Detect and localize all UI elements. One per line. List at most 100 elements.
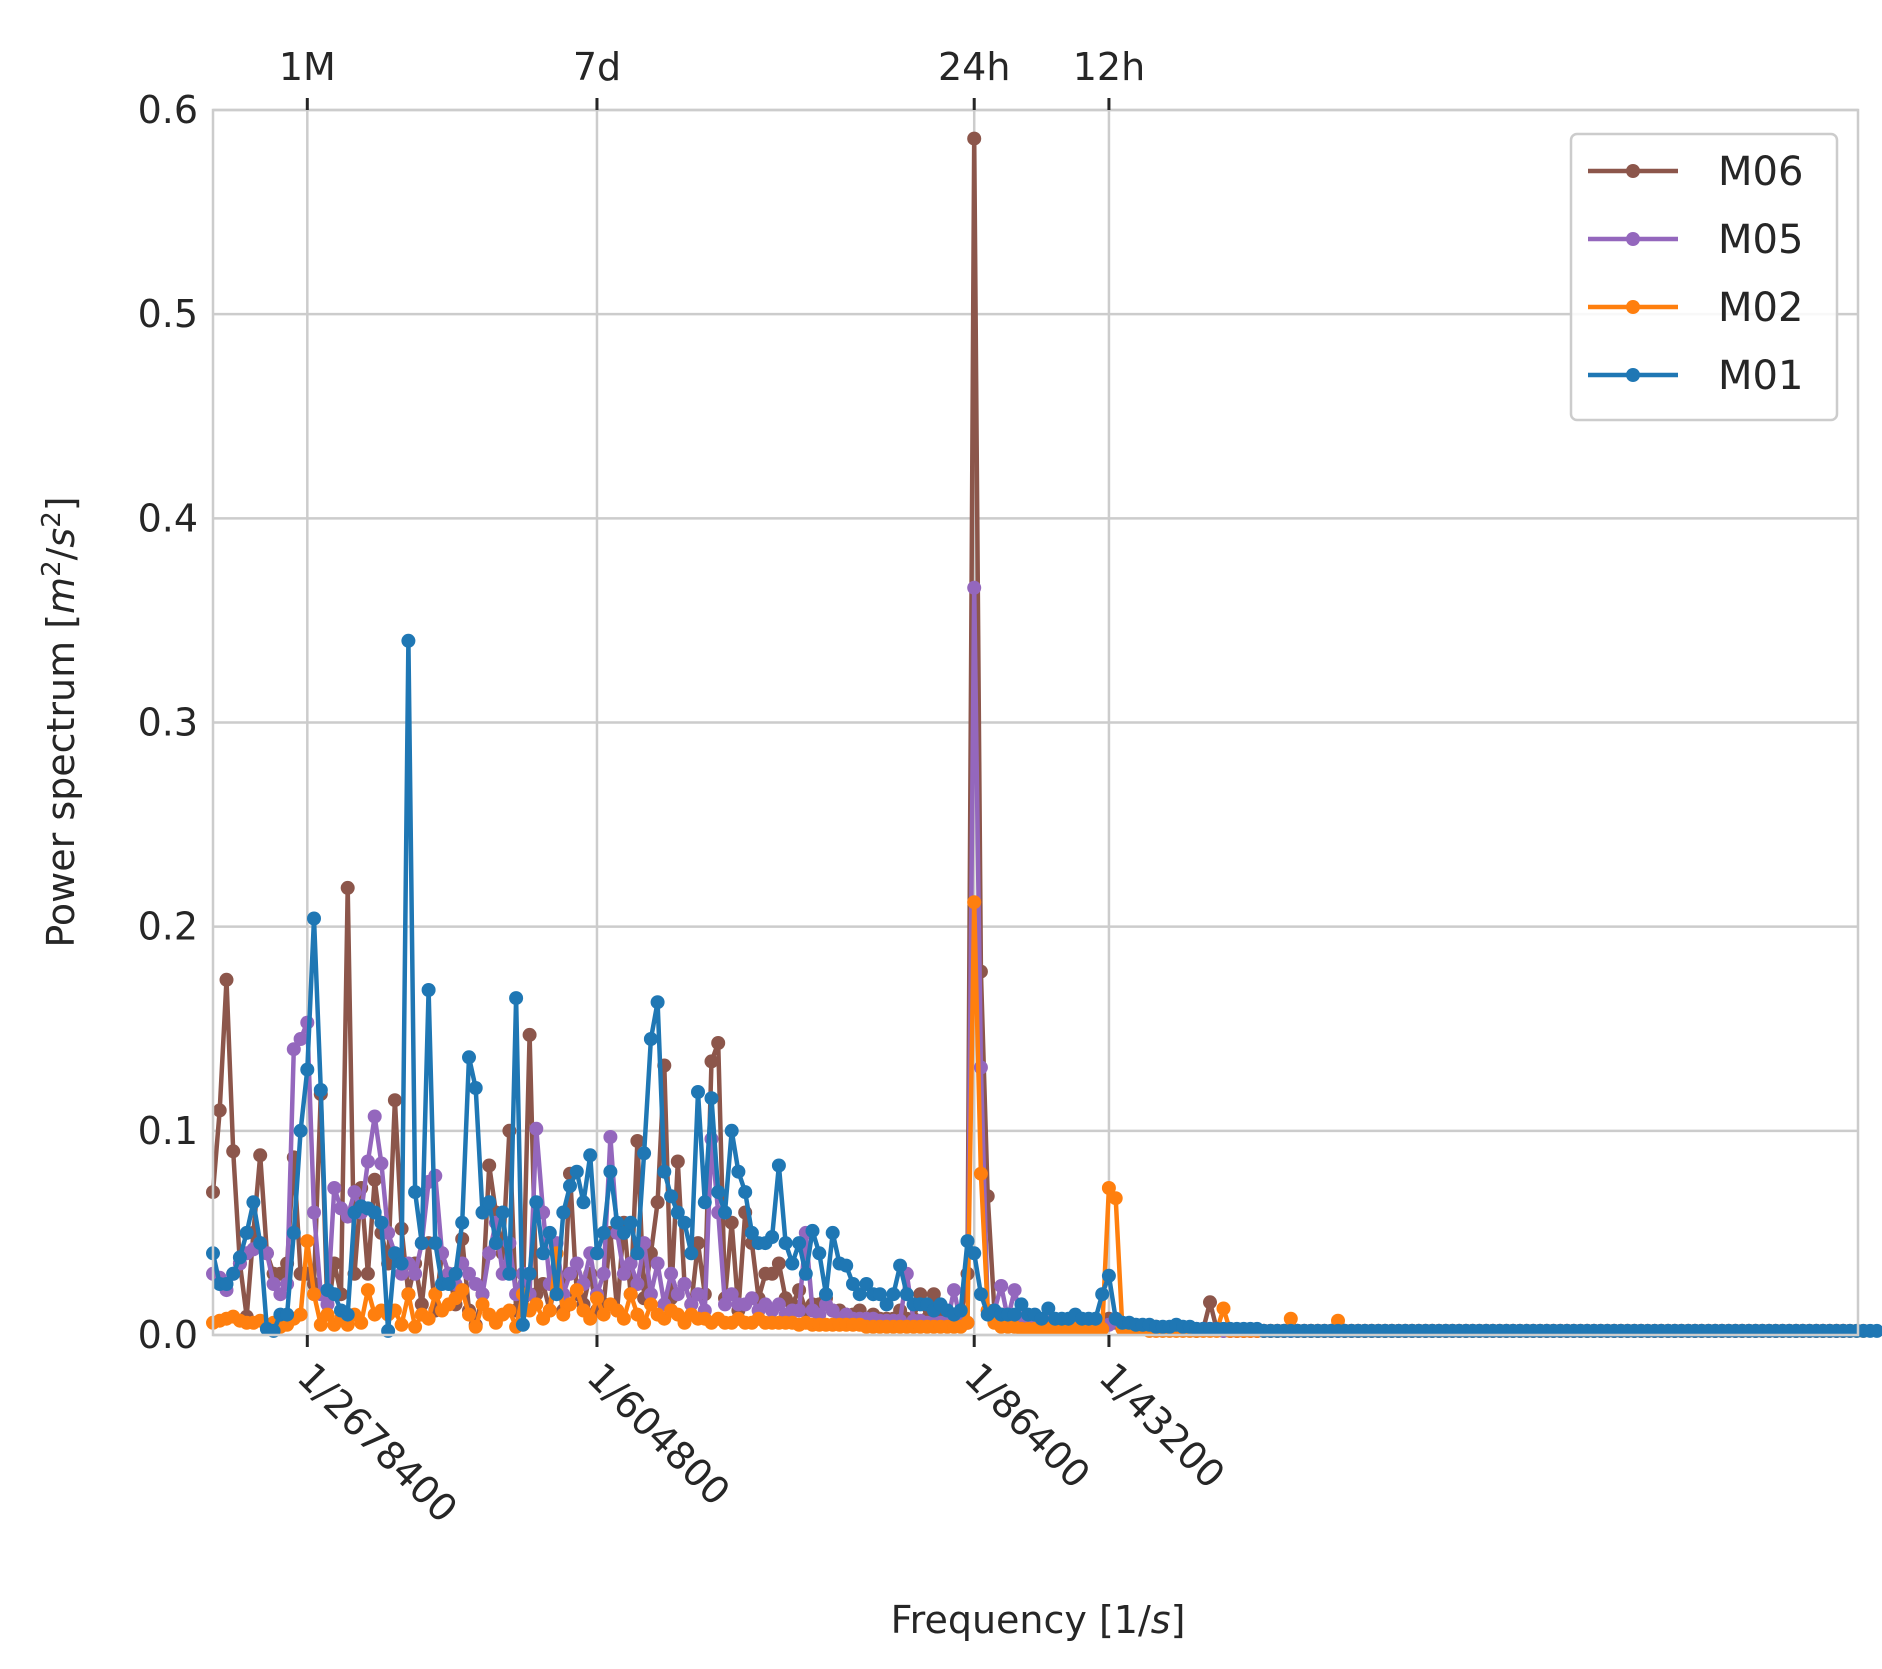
legend-label-M05: M05	[1718, 217, 1803, 263]
data-point	[812, 1246, 826, 1260]
legend-marker-M06	[1626, 164, 1640, 178]
data-point	[954, 1304, 968, 1318]
data-point	[664, 1267, 678, 1281]
data-point	[711, 1036, 725, 1050]
data-point	[455, 1216, 469, 1230]
data-point	[630, 1246, 644, 1260]
data-point	[300, 1234, 314, 1248]
data-point	[671, 1155, 685, 1169]
data-point	[583, 1148, 597, 1162]
data-point	[657, 1165, 671, 1179]
legend-label-M01: M01	[1718, 353, 1803, 399]
data-point	[617, 1312, 631, 1326]
data-point	[543, 1304, 557, 1318]
data-point	[509, 991, 523, 1005]
data-point	[294, 1308, 308, 1322]
data-point	[395, 1257, 409, 1271]
data-point	[374, 1216, 388, 1230]
data-point	[327, 1287, 341, 1301]
y-tick-label: 0.6	[138, 88, 198, 132]
data-point	[543, 1226, 557, 1240]
data-point	[529, 1195, 543, 1209]
data-point	[1203, 1295, 1217, 1309]
data-point	[590, 1246, 604, 1260]
legend-marker-M05	[1626, 232, 1640, 246]
data-point	[482, 1195, 496, 1209]
data-point	[253, 1236, 267, 1250]
data-point	[361, 1155, 375, 1169]
data-point	[462, 1050, 476, 1064]
data-point	[300, 1063, 314, 1077]
data-point	[678, 1277, 692, 1291]
data-point	[651, 995, 665, 1009]
data-point	[422, 1312, 436, 1326]
data-point	[603, 1165, 617, 1179]
legend-marker-M02	[1626, 300, 1640, 314]
data-point	[819, 1287, 833, 1301]
data-point	[341, 1308, 355, 1322]
data-point	[839, 1259, 853, 1273]
data-point	[705, 1054, 719, 1068]
data-point	[583, 1312, 597, 1326]
data-point	[523, 1028, 537, 1042]
data-point	[563, 1179, 577, 1193]
y-tick-label: 0.1	[138, 1109, 198, 1153]
data-point	[428, 1236, 442, 1250]
y-tick-label: 0.5	[138, 292, 198, 336]
data-point	[792, 1236, 806, 1250]
data-point	[361, 1267, 375, 1281]
data-point	[516, 1318, 530, 1332]
data-point	[253, 1148, 267, 1162]
data-point	[785, 1257, 799, 1271]
data-point	[529, 1122, 543, 1136]
data-point	[745, 1291, 759, 1305]
data-point	[684, 1246, 698, 1260]
data-point	[678, 1216, 692, 1230]
data-point	[624, 1216, 638, 1230]
data-point	[792, 1304, 806, 1318]
data-point	[705, 1091, 719, 1105]
data-point	[422, 983, 436, 997]
data-point	[307, 1206, 321, 1220]
data-point	[408, 1320, 422, 1334]
data-point	[415, 1236, 429, 1250]
data-point	[967, 581, 981, 595]
data-point	[651, 1195, 665, 1209]
y-tick-label: 0.3	[138, 701, 198, 745]
data-point	[341, 881, 355, 895]
data-point	[779, 1236, 793, 1250]
data-point	[307, 1287, 321, 1301]
data-point	[287, 1226, 301, 1240]
data-point	[637, 1146, 651, 1160]
data-point	[529, 1297, 543, 1311]
data-point	[691, 1287, 705, 1301]
top-tick-label: 7d	[573, 45, 621, 89]
data-point	[1284, 1312, 1298, 1326]
data-point	[603, 1130, 617, 1144]
data-point	[967, 895, 981, 909]
data-point	[469, 1320, 483, 1334]
data-point	[408, 1185, 422, 1199]
data-point	[233, 1250, 247, 1264]
data-point	[947, 1283, 961, 1297]
data-point	[449, 1267, 463, 1281]
data-point	[1102, 1269, 1116, 1283]
data-point	[482, 1159, 496, 1173]
data-point	[994, 1279, 1008, 1293]
data-point	[314, 1083, 328, 1097]
data-point	[550, 1287, 564, 1301]
data-point	[523, 1267, 537, 1281]
data-point	[348, 1185, 362, 1199]
data-point	[395, 1318, 409, 1332]
data-point	[691, 1085, 705, 1099]
data-point	[624, 1287, 638, 1301]
data-point	[711, 1185, 725, 1199]
data-point	[1095, 1287, 1109, 1301]
data-point	[967, 132, 981, 146]
data-point	[570, 1257, 584, 1271]
data-point	[967, 1246, 981, 1260]
data-point	[570, 1283, 584, 1297]
legend-label-M06: M06	[1718, 149, 1803, 195]
y-tick-label: 0.2	[138, 905, 198, 949]
